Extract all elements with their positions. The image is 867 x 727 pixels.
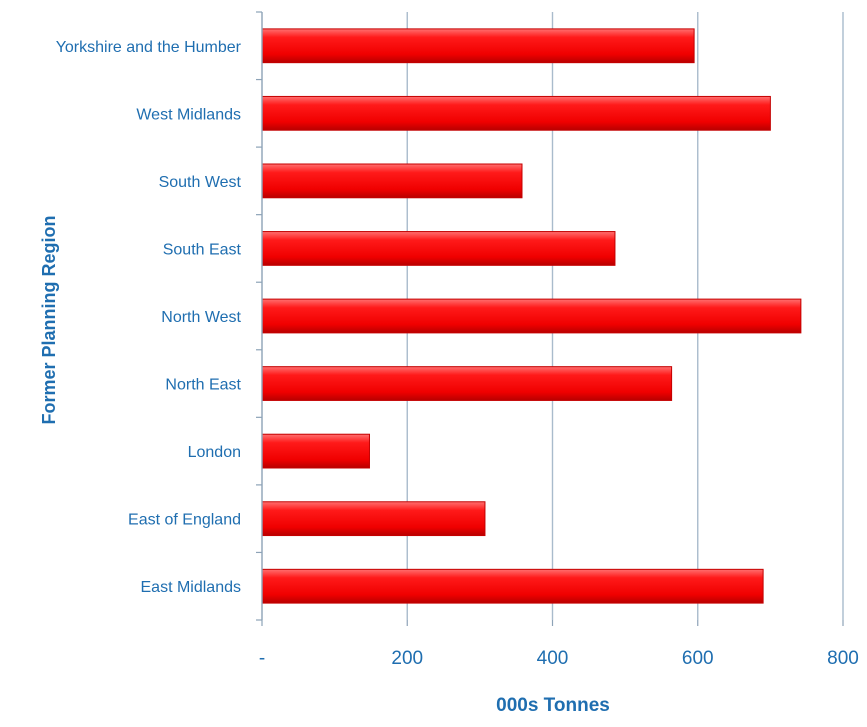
- category-label: East of England: [128, 512, 241, 529]
- bar: [261, 95, 771, 131]
- category-label: Yorkshire and the Humber: [56, 39, 242, 56]
- labels: - 200 400 600 800 Yorkshire and the Humber Wes…: [56, 39, 859, 669]
- category-label: East Midlands: [141, 579, 242, 596]
- category-label: West Midlands: [136, 106, 241, 123]
- x-tick-label: -: [259, 648, 265, 669]
- category-label: London: [188, 444, 241, 461]
- x-tick-label: 400: [537, 648, 569, 669]
- category-label: South East: [163, 241, 242, 258]
- bar: [261, 366, 673, 401]
- x-axis-title: 000s Tonnes: [496, 695, 610, 716]
- x-tick-label: 800: [827, 648, 859, 669]
- x-tick-label: 600: [682, 648, 714, 669]
- bar: [261, 501, 486, 537]
- category-label: North West: [161, 309, 241, 326]
- bars: [261, 28, 802, 604]
- bar: [261, 28, 695, 64]
- bar: [261, 231, 616, 266]
- bar: [261, 163, 523, 199]
- bar: [261, 433, 370, 469]
- bar: [261, 568, 764, 604]
- axes: [256, 11, 844, 626]
- bar: [261, 298, 802, 334]
- category-label: North East: [165, 377, 241, 394]
- category-label: South West: [159, 174, 242, 191]
- y-axis-title: Former Planning Region: [39, 215, 59, 424]
- x-tick-label: 200: [391, 648, 423, 669]
